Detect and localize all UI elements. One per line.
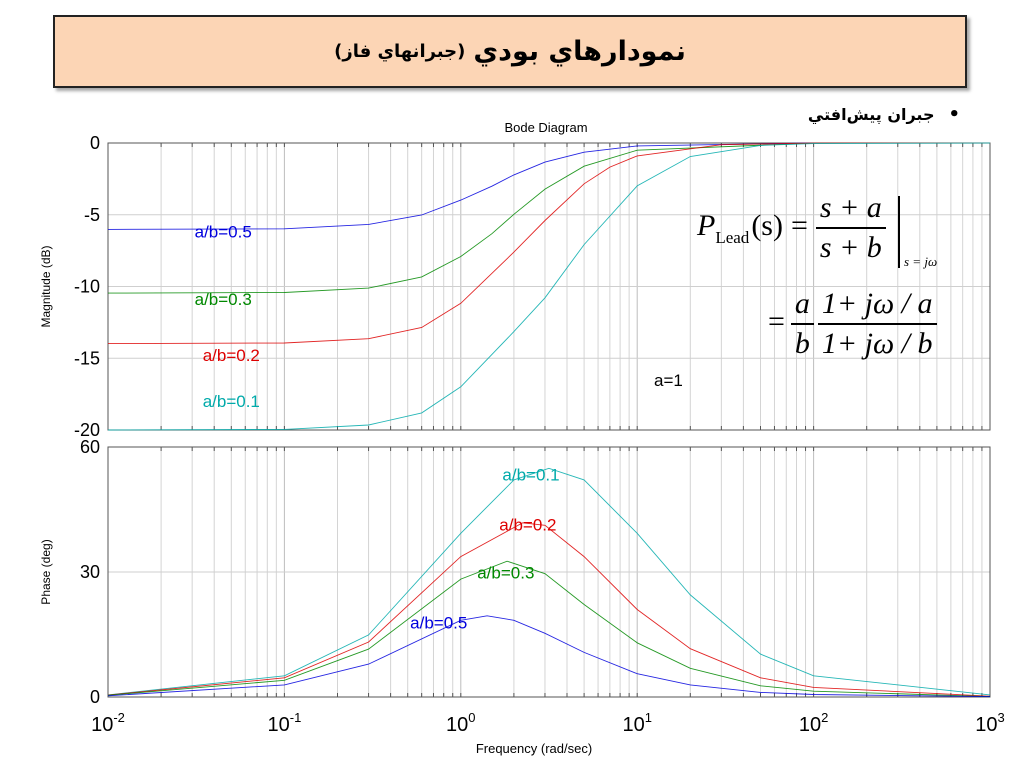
formula-equals-1: = bbox=[790, 208, 808, 242]
chart-title: Bode Diagram bbox=[504, 120, 587, 135]
plot-frames bbox=[107, 142, 991, 698]
y-tick-label: 60 bbox=[80, 437, 100, 457]
y-tick-label: 30 bbox=[80, 562, 100, 582]
x-tick-label: 100 bbox=[446, 710, 475, 736]
formula-lhs-arg: (s) bbox=[751, 208, 783, 242]
formula-lead-subscript: Lead bbox=[715, 227, 750, 247]
formula-den-1: s + b bbox=[819, 231, 882, 264]
series-line-ab02 bbox=[107, 522, 991, 697]
annotation-a-equals-1: a=1 bbox=[654, 371, 683, 390]
x-tick-label: 102 bbox=[799, 710, 828, 736]
series-line-ab01 bbox=[107, 142, 991, 431]
series-label: a/b=0.2 bbox=[499, 515, 556, 534]
x-tick-label: 101 bbox=[622, 710, 651, 736]
y-tick-label: -5 bbox=[84, 205, 100, 225]
series-label: a/b=0.1 bbox=[203, 392, 260, 411]
series-label: a/b=0.3 bbox=[195, 290, 252, 309]
x-tick-label: 10-2 bbox=[91, 710, 125, 736]
formula-den-2: 1+ jω / b bbox=[821, 327, 933, 360]
formula-num-1: s + a bbox=[815, 191, 886, 229]
series-line-ab03 bbox=[107, 142, 991, 294]
series-label: a/b=0.1 bbox=[502, 465, 559, 484]
axis-text: 0 -5 -10 -15 -20 Magnitude (dB) 60 30 0 Phase (de… bbox=[39, 120, 1005, 756]
series-label: a/b=0.5 bbox=[195, 223, 252, 242]
formula-num-2: 1+ jω / a bbox=[817, 287, 937, 325]
formula-fraction-2: 1+ jω / a 1+ jω / b bbox=[817, 287, 937, 361]
formula-p: P bbox=[697, 208, 716, 242]
y-axis-label: Magnitude (dB) bbox=[39, 245, 53, 327]
x-axis-label: Frequency (rad/sec) bbox=[476, 741, 592, 756]
formula-eval-at: s = jω bbox=[904, 254, 938, 269]
y-tick-label: 0 bbox=[90, 687, 100, 707]
slide-title-main: نمودارهاي بودي bbox=[473, 36, 686, 67]
plot-frame bbox=[107, 142, 991, 431]
y-tick-label: -20 bbox=[74, 420, 100, 440]
series-line-ab01 bbox=[107, 467, 991, 696]
formula-fraction-ab: a b bbox=[790, 287, 814, 361]
series-label: a/b=0.2 bbox=[203, 346, 260, 365]
formula-b: b bbox=[794, 327, 810, 360]
x-tick-label: 10-1 bbox=[267, 710, 301, 736]
series-line-ab02 bbox=[107, 142, 991, 345]
grid-lines bbox=[107, 142, 990, 698]
formula-a: a bbox=[790, 287, 814, 325]
x-tick-label: 103 bbox=[975, 710, 1004, 736]
formula-eval-bar bbox=[898, 196, 900, 268]
slide-title: نمودارهاي بودي (جبرانهاي فاز) bbox=[53, 15, 967, 88]
bullet-text: جبران پيش‌افتي bbox=[807, 105, 935, 124]
formula-equals-2: = bbox=[768, 304, 785, 338]
lead-compensator-formula-2: = a b 1+ jω / a 1+ jω / b bbox=[768, 287, 937, 361]
series-label: a/b=0.5 bbox=[410, 613, 467, 632]
series-line-ab05 bbox=[107, 615, 991, 698]
bullet-item: • جبران پيش‌افتي bbox=[808, 104, 960, 125]
slide-title-sub: (جبرانهاي فاز) bbox=[334, 41, 466, 62]
lead-compensator-formula: PLead(s) = s + a s + b bbox=[697, 191, 886, 265]
series-label: a/b=0.3 bbox=[477, 563, 534, 582]
series-line-ab03 bbox=[107, 560, 991, 698]
y-tick-label: -15 bbox=[74, 348, 100, 368]
y-tick-label: 0 bbox=[90, 133, 100, 153]
formula-fraction-1: s + a s + b bbox=[815, 191, 886, 265]
bullet-dot-icon: • bbox=[948, 104, 960, 125]
plot-frame bbox=[107, 446, 991, 698]
y-axis-label: Phase (deg) bbox=[39, 539, 53, 604]
series-lines bbox=[107, 142, 991, 698]
series-line-ab05 bbox=[107, 142, 990, 230]
y-tick-label: -10 bbox=[74, 277, 100, 297]
